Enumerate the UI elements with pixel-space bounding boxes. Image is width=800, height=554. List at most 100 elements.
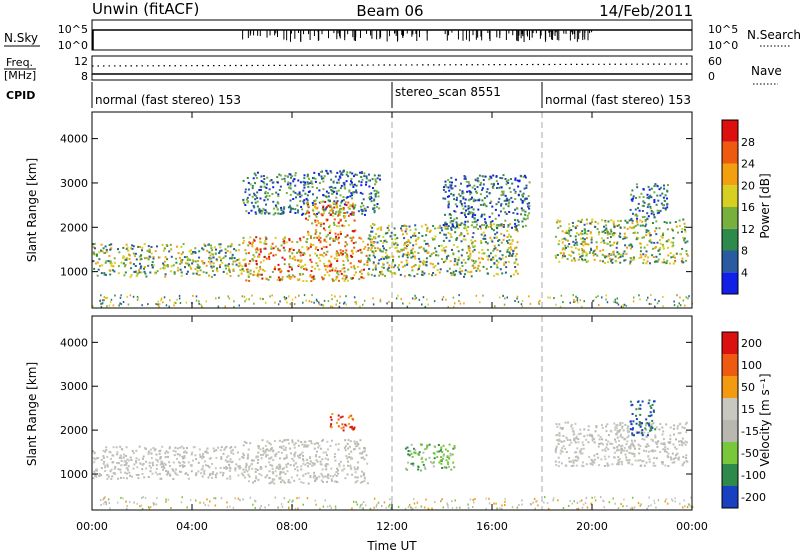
range-gate-cell (274, 470, 277, 473)
range-gate-cell (244, 204, 247, 206)
range-gate-cell (289, 447, 292, 450)
range-gate-cell (605, 439, 608, 442)
range-gate-cell (640, 256, 643, 259)
range-gate-cell (590, 247, 592, 250)
range-gate-cell (93, 461, 96, 464)
range-gate-cell (652, 409, 655, 412)
range-gate-cell (291, 500, 293, 503)
range-gate-cell (343, 446, 346, 449)
range-gate-cell (108, 502, 111, 504)
range-gate-cell (643, 216, 646, 218)
range-gate-cell (219, 246, 222, 249)
range-gate-cell (674, 457, 677, 459)
range-gate-cell (445, 298, 447, 301)
range-gate-cell (142, 455, 145, 458)
range-gate-cell (587, 229, 590, 232)
range-gate-cell (97, 457, 100, 459)
range-gate-cell (263, 178, 266, 180)
range-gate-cell (287, 481, 290, 484)
range-gate-cell (509, 246, 512, 249)
range-gate-cell (133, 463, 136, 466)
range-gate-cell (328, 274, 331, 277)
range-gate-cell (303, 184, 306, 186)
range-gate-cell (654, 305, 656, 308)
range-gate-cell (675, 447, 678, 450)
range-gate-cell (314, 247, 317, 250)
range-gate-cell (352, 184, 354, 187)
range-gate-cell (306, 201, 309, 204)
range-gate-cell (129, 247, 132, 250)
range-gate-cell (277, 276, 280, 279)
range-gate-cell (595, 241, 598, 244)
range-gate-cell (158, 472, 161, 475)
range-gate-cell (152, 502, 155, 504)
range-gate-cell (283, 439, 286, 442)
range-gate-cell (143, 270, 146, 273)
range-gate-cell (678, 302, 680, 305)
range-gate-cell (420, 273, 423, 276)
range-gate-cell (142, 496, 144, 499)
range-gate-cell (282, 210, 285, 213)
range-gate-cell (472, 232, 475, 235)
range-gate-cell (304, 472, 307, 475)
range-gate-cell (434, 264, 437, 267)
range-gate-cell (485, 224, 488, 227)
range-gate-cell (441, 298, 444, 301)
colorbar-segment (722, 163, 738, 186)
range-gate-cell (122, 456, 125, 459)
range-gate-cell (511, 506, 514, 509)
range-gate-cell (567, 245, 570, 248)
range-gate-cell (574, 441, 577, 444)
range-gate-cell (97, 268, 100, 271)
range-gate-cell (330, 255, 333, 258)
range-gate-cell (471, 186, 474, 189)
range-gate-cell (100, 503, 102, 506)
range-gate-cell (577, 233, 580, 236)
range-gate-cell (324, 268, 327, 271)
range-gate-cell (382, 262, 385, 265)
range-gate-cell (248, 475, 251, 478)
range-gate-cell (413, 451, 416, 454)
range-gate-cell (616, 436, 619, 439)
range-gate-cell (633, 226, 636, 229)
range-gate-cell (265, 455, 268, 458)
range-gate-cell (558, 461, 561, 464)
range-gate-cell (227, 295, 229, 298)
range-gate-cell (496, 266, 499, 269)
range-gate-cell (353, 183, 356, 186)
range-gate-cell (290, 176, 292, 179)
range-gate-cell (360, 172, 363, 174)
range-gate-cell (336, 206, 339, 209)
range-gate-cell (371, 250, 374, 253)
range-gate-cell (603, 254, 606, 257)
range-gate-cell (272, 254, 275, 257)
range-gate-cell (334, 443, 337, 446)
range-gate-cell (674, 221, 677, 223)
range-gate-cell (337, 469, 339, 472)
range-gate-cell (260, 180, 263, 183)
range-gate-cell (351, 237, 354, 240)
range-gate-cell (644, 427, 647, 430)
range-gate-cell (143, 257, 146, 260)
range-gate-cell (411, 269, 414, 272)
range-gate-cell (564, 238, 567, 241)
range-gate-cell (343, 225, 346, 228)
range-gate-cell (346, 234, 349, 237)
range-gate-cell (516, 272, 519, 275)
range-gate-cell (628, 446, 631, 449)
range-gate-cell (467, 506, 470, 509)
range-gate-cell (258, 207, 261, 210)
range-gate-cell (450, 235, 453, 238)
range-gate-cell (408, 274, 411, 276)
range-gate-cell (565, 436, 568, 439)
range-gate-cell (470, 206, 473, 209)
range-gate-cell (493, 262, 496, 265)
colorbar-segment (722, 250, 738, 273)
range-gate-cell (608, 257, 611, 260)
range-gate-cell (504, 261, 507, 264)
range-gate-cell (633, 455, 636, 458)
range-gate-cell (561, 450, 564, 453)
range-gate-cell (661, 192, 664, 195)
range-gate-cell (195, 499, 197, 502)
range-gate-cell (488, 215, 491, 218)
